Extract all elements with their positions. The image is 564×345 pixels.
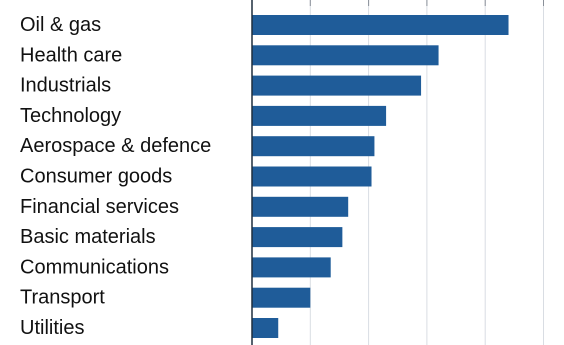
bar	[252, 318, 279, 338]
category-label: Consumer goods	[20, 166, 172, 188]
bars-group	[252, 15, 509, 338]
category-label: Financial services	[20, 196, 179, 218]
bar	[252, 196, 349, 217]
category-label: Communications	[20, 256, 169, 278]
bar	[252, 75, 422, 96]
category-labels: Oil & gas Health care Industrials Technolog…	[20, 14, 211, 339]
category-label: Industrials	[20, 75, 111, 97]
category-label: Health care	[20, 44, 122, 66]
bar	[252, 287, 311, 308]
category-label: Oil & gas	[20, 14, 101, 36]
bar	[252, 136, 375, 157]
category-label: Transport	[20, 287, 105, 309]
bar	[252, 257, 331, 278]
bar	[252, 45, 439, 66]
bar	[252, 227, 343, 248]
bar	[252, 105, 387, 126]
category-label: Utilities	[20, 317, 84, 339]
category-label: Basic materials	[20, 226, 156, 248]
category-label: Aerospace & defence	[20, 135, 211, 157]
category-label: Technology	[20, 105, 121, 127]
bar	[252, 15, 509, 35]
bar	[252, 166, 372, 187]
